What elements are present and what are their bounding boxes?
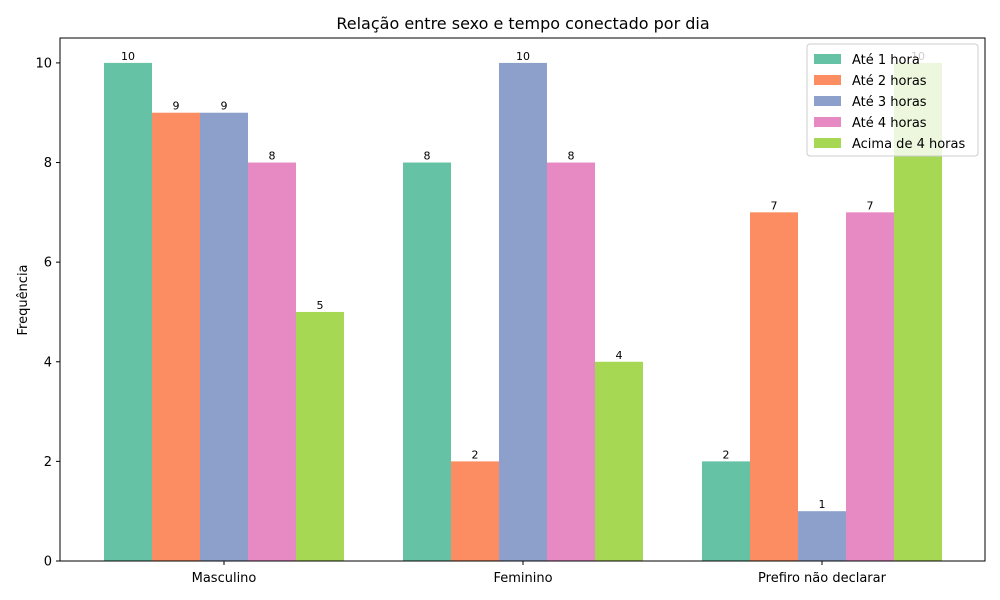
data-label: 10 [516,50,530,63]
data-label: 9 [221,100,228,113]
legend-swatch [814,54,841,64]
y-tick-label: 10 [35,56,52,71]
bar [104,62,152,562]
x-tick-label: Feminino [493,571,552,586]
bar [846,212,894,562]
data-label: 9 [173,100,180,113]
x-tick-label: Prefiro não declarar [758,571,887,586]
legend-label: Até 3 horas [852,95,927,110]
bar [750,212,798,562]
bar [499,62,547,562]
y-tick-label: 4 [44,355,52,370]
data-label: 5 [317,299,324,312]
data-label: 8 [424,150,431,163]
y-tick-label: 2 [44,455,52,470]
legend-swatch [814,75,841,85]
y-tick-label: 0 [44,555,52,570]
legend-box [806,43,979,157]
data-label: 2 [472,448,479,461]
legend-swatch [814,138,841,148]
bar [200,112,248,561]
y-tick-label: 8 [44,156,52,171]
legend-label: Até 2 horas [852,74,927,89]
axes-layer: 0 2 4 6 8 10 Masculino Feminino Prefiro não decl… [35,37,986,586]
legend-label: Acima de 4 horas [852,137,965,152]
data-label: 2 [723,448,730,461]
legend-swatch [814,96,841,106]
chart-title: Relação entre sexo e tempo conectado por… [336,14,709,33]
bar [403,162,451,561]
bar [152,112,200,561]
bar [702,461,750,561]
bar [798,511,846,561]
bar [248,162,296,561]
x-tick-label: Masculino [192,571,257,586]
legend-swatch [814,117,841,127]
legend-label: Até 1 hora [852,53,920,68]
data-label: 4 [616,349,623,362]
y-tick-label: 6 [44,256,52,271]
data-label: 8 [568,150,575,163]
bars-layer [104,62,942,562]
data-label: 7 [771,199,778,212]
bar [595,361,643,561]
data-label: 10 [121,50,135,63]
bar [451,461,499,561]
data-label: 1 [819,498,826,511]
bar [547,162,595,561]
data-label: 7 [867,199,874,212]
legend: Até 1 hora Até 2 horas Até 3 horas Até 4 ho… [806,43,979,157]
y-axis-label: Frequência [16,264,31,335]
bar [296,311,344,561]
legend-label: Até 4 horas [852,116,927,131]
data-labels-layer: 108292791018875410 [121,50,925,511]
data-label: 8 [269,150,276,163]
